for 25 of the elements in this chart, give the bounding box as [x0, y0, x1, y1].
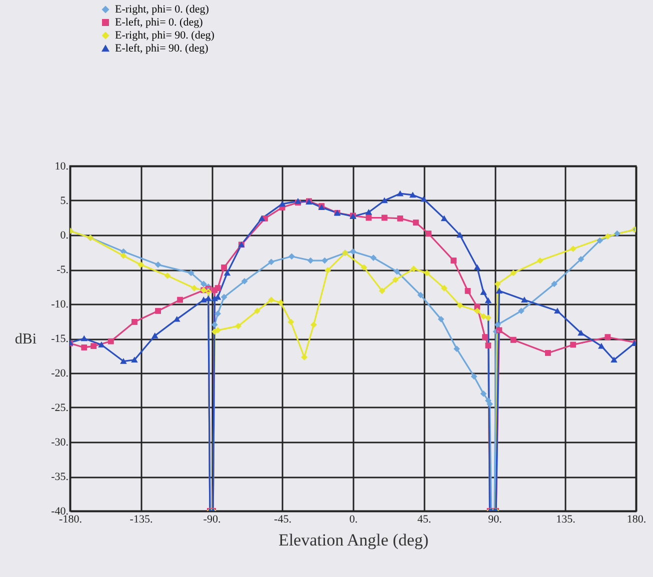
y-axis-title: dBi	[14, 332, 36, 348]
x-tick-label: 45.	[417, 514, 432, 526]
x-tick-label: 0.	[349, 514, 358, 526]
y-tick-label: 0.	[60, 230, 69, 242]
y-tick-label: -35.	[51, 471, 69, 483]
y-tick-label: -25.	[51, 402, 69, 414]
y-tick-label: 5.	[60, 195, 69, 207]
y-tick-label: -30.	[51, 436, 69, 448]
x-axis-title: Elevation Angle (deg)	[278, 530, 429, 550]
legend-label: E-left, phi= 0. (deg)	[115, 16, 204, 28]
legend-label: E-right, phi= 90. (deg)	[115, 30, 215, 42]
legend-label: E-left, phi= 90. (deg)	[115, 42, 209, 54]
x-tick-label: -135.	[130, 514, 153, 526]
y-tick-label: -15.	[51, 333, 69, 345]
x-tick-label: -180.	[59, 514, 82, 526]
y-tick-label: 10.	[54, 160, 69, 172]
x-tick-label: 180.	[626, 514, 646, 526]
x-tick-label: 90.	[488, 514, 502, 526]
x-tick-label: 135.	[556, 514, 576, 526]
y-tick-label: -10.	[51, 298, 69, 310]
x-tick-label: -45.	[274, 514, 292, 526]
x-tick-label: -90.	[203, 514, 221, 526]
y-tick-label: -20.	[51, 368, 69, 380]
y-tick-label: -5.	[56, 264, 69, 276]
legend-label: E-right, phi= 0. (deg)	[115, 4, 210, 16]
